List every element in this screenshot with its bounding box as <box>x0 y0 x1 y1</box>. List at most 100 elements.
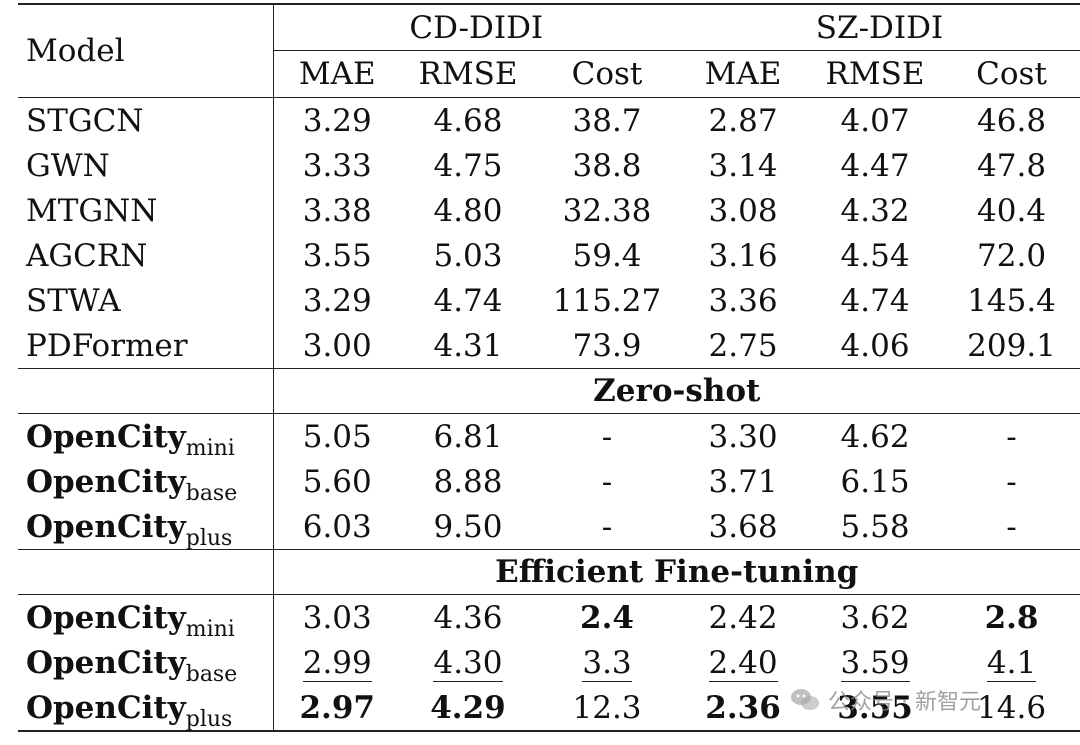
section-spacer <box>18 549 274 595</box>
table-cell: 4.07 <box>807 97 944 143</box>
metric-header: Cost <box>571 56 643 92</box>
model-variant: base <box>185 480 238 506</box>
table-cell: 3.38 <box>302 192 372 229</box>
model-name: MTGNN <box>18 188 274 233</box>
table-cell: 4.54 <box>840 237 910 274</box>
table-cell: 5.58 <box>840 508 910 545</box>
table-cell: 3.08 <box>708 192 778 229</box>
table-cell: - <box>1006 508 1017 545</box>
model-name: AGCRN <box>18 233 274 278</box>
table-cell: 3.29 <box>302 282 372 319</box>
table-cell: 209.1 <box>967 327 1056 364</box>
model-variant: mini <box>185 616 235 642</box>
table-cell-best: 2.8 <box>943 594 1080 640</box>
table-cell: 4.32 <box>840 192 910 229</box>
table-cell-best: 2.36 <box>679 685 808 732</box>
table-cell: 5.05 <box>273 413 401 459</box>
model-base-name: OpenCity <box>26 463 186 500</box>
model-base-name: OpenCity <box>26 689 186 726</box>
table-cell: - <box>601 463 613 500</box>
table-cell: 3.29 <box>273 97 401 143</box>
table-cell: 4.1 <box>943 640 1080 685</box>
table-cell: 5.60 <box>302 463 372 500</box>
table-cell: - <box>1006 463 1017 500</box>
model-name: STWA <box>18 278 274 323</box>
table-cell: 4.62 <box>807 413 944 459</box>
table-cell: 38.7 <box>535 97 680 143</box>
model-name: STGCN <box>18 97 274 143</box>
table-cell: 3.55 <box>302 237 372 274</box>
table-cell: 115.27 <box>552 282 662 319</box>
table-cell-best: 2.4 <box>535 594 680 640</box>
model-name: OpenCitybase <box>18 640 274 687</box>
table-cell: 8.88 <box>433 463 503 500</box>
table-cell: 3.71 <box>708 463 778 500</box>
table-cell-best: 3.55 <box>807 685 944 732</box>
model-name: PDFormer <box>18 323 274 369</box>
metric-header: MAE <box>298 56 376 92</box>
table-cell: 3.03 <box>273 594 401 640</box>
metric-header: RMSE <box>418 56 518 92</box>
group-header-sz-didi: SZ-DIDI <box>679 3 1080 51</box>
table-cell: 14.6 <box>943 685 1080 732</box>
model-name: OpenCityplus <box>18 504 274 551</box>
table-cell: 2.75 <box>708 327 778 364</box>
second-best-value: 4.30 <box>433 644 503 682</box>
table-cell: 9.50 <box>433 508 503 545</box>
table-cell: 3.14 <box>708 147 778 184</box>
section-title-fine-tuning: Efficient Fine-tuning <box>273 549 1080 595</box>
second-best-value: 3.59 <box>840 644 910 682</box>
table-cell: 32.38 <box>562 192 652 229</box>
table-cell: 3.36 <box>708 282 778 319</box>
table-cell: 3.33 <box>302 147 372 184</box>
table-cell: 47.8 <box>977 147 1047 184</box>
second-best-value: 2.40 <box>708 644 778 682</box>
table-cell: 12.3 <box>535 685 680 732</box>
table-cell: 59.4 <box>572 237 642 274</box>
table-cell: 4.74 <box>433 282 503 319</box>
table-cell: 3.30 <box>679 413 808 459</box>
table-cell: 40.4 <box>977 192 1047 229</box>
table-cell: 4.36 <box>401 594 535 640</box>
table-cell: 3.3 <box>535 640 679 685</box>
table-cell: 4.31 <box>433 327 503 364</box>
table-cell: 4.68 <box>401 97 535 143</box>
table-cell: 3.59 <box>807 640 943 685</box>
table-cell: 2.40 <box>679 640 807 685</box>
table-cell: 2.42 <box>679 594 808 640</box>
table-cell: 6.81 <box>401 413 535 459</box>
model-column-header: Model <box>18 3 274 98</box>
table-cell-best: 2.97 <box>273 685 401 732</box>
table-cell: 4.80 <box>433 192 503 229</box>
model-name: OpenCitybase <box>18 459 274 506</box>
table-cell: 6.03 <box>302 508 372 545</box>
model-variant: mini <box>185 435 235 461</box>
model-variant: base <box>185 661 238 687</box>
model-variant: plus <box>185 706 233 732</box>
table-cell: 5.03 <box>433 237 503 274</box>
table-cell: 6.15 <box>840 463 910 500</box>
table-cell: 4.06 <box>840 327 910 364</box>
model-name: OpenCitymini <box>18 594 274 642</box>
table-cell: 73.9 <box>572 327 642 364</box>
model-base-name: OpenCity <box>26 644 186 681</box>
metric-header: Cost <box>976 56 1047 92</box>
model-base-name: OpenCity <box>26 418 186 455</box>
table-cell: 4.47 <box>840 147 910 184</box>
table-cell: - <box>601 508 613 545</box>
table-cell: 3.16 <box>708 237 778 274</box>
model-base-name: OpenCity <box>26 599 186 636</box>
section-spacer <box>18 368 274 414</box>
section-title-zero-shot: Zero-shot <box>273 368 1080 414</box>
model-name: OpenCitymini <box>18 413 274 461</box>
table-cell: - <box>943 413 1080 459</box>
table-cell: 2.87 <box>679 97 808 143</box>
table-cell: 2.99 <box>273 640 401 685</box>
metric-header: RMSE <box>825 56 925 92</box>
table-cell: 4.75 <box>433 147 503 184</box>
model-base-name: OpenCity <box>26 508 186 545</box>
model-name: OpenCityplus <box>18 685 274 732</box>
table-cell: 3.00 <box>302 327 372 364</box>
group-header-cd-didi: CD-DIDI <box>273 3 680 51</box>
